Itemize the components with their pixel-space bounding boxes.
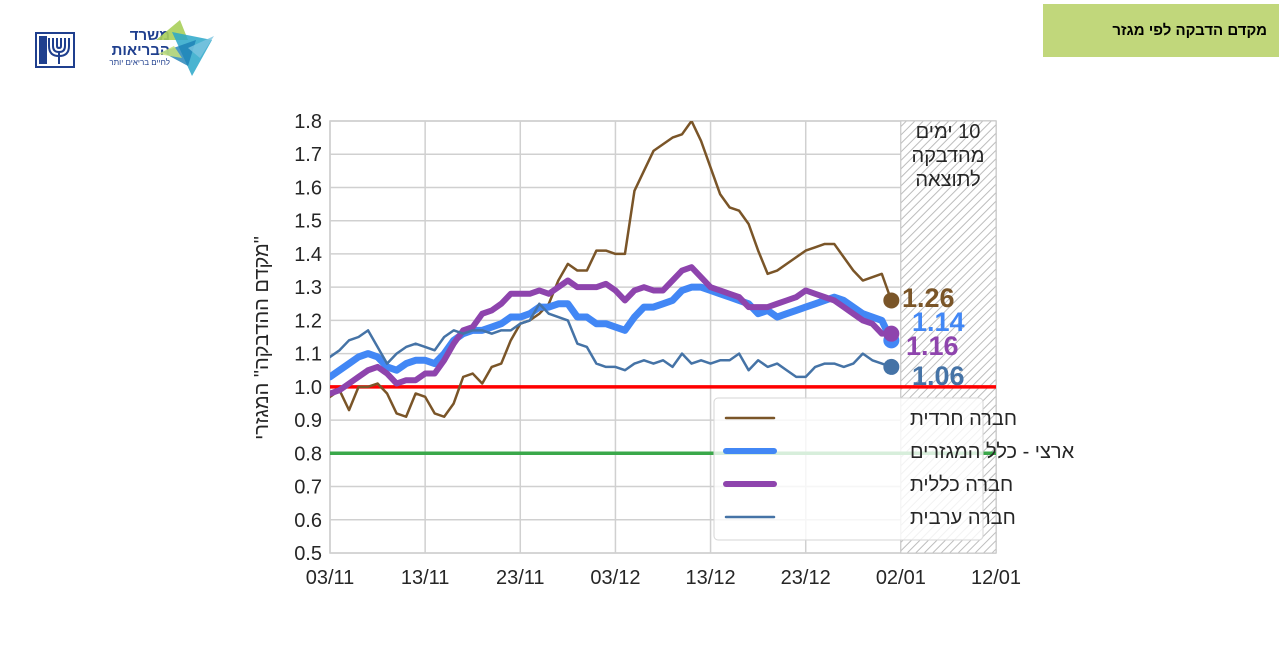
series-line [330,264,895,397]
x-tick-label: 03/12 [590,567,640,589]
chart-legend: חברה חרדית ארצי - כלל המגזרים חברה כללית חב… [713,397,1075,541]
y-tick-label: 0.8 [294,443,322,465]
y-tick-label: 0.6 [294,510,322,532]
legend-label: חברה ערבית [910,507,1016,529]
end-point-marker [883,292,900,309]
series-line [330,302,893,379]
series-line [330,283,895,381]
y-tick-label: 1.4 [294,244,322,266]
y-tick-label: 1.0 [294,377,322,399]
slide-title: מקדם הדבקה לפי מגזר [1112,22,1267,39]
y-tick-label: 1.8 [294,111,322,133]
y-axis-ticks: 1.8 1.7 1.6 1.5 1.4 1.3 1.2 1.1 1.0 0.9 0.8 0.7 0.6 0… [294,111,322,565]
end-point-marker [883,325,900,342]
annotation-line2: מהדבקה [912,145,985,167]
menorah-emblem-icon [35,32,75,68]
end-points [883,292,900,375]
annotation-line3: לתוצאה [915,169,980,191]
y-tick-label: 0.9 [294,410,322,432]
x-tick-label: 23/11 [496,567,545,589]
x-tick-label: 02/01 [876,567,926,589]
series-lines [330,121,895,419]
y-tick-label: 0.7 [294,477,322,499]
end-label-national: 1.14 [912,307,965,337]
x-tick-label: 12/01 [971,567,1021,589]
annotation-line1: 10 ימים [916,121,981,143]
end-point-marker [883,358,900,375]
y-tick-label: 1.3 [294,277,322,299]
ministry-star-icon [156,20,214,76]
y-tick-label: 0.5 [294,543,322,565]
slide-title-box: מקדם הדבקה לפי מגזר [1043,4,1279,57]
ministry-name: משרד הבריאות לחיים בריאים יותר [90,28,170,68]
legend-label: חברה חרדית [910,408,1017,430]
x-tick-label: 13/12 [686,567,736,589]
x-tick-label: 23/12 [781,567,831,589]
y-tick-label: 1.5 [294,211,322,233]
y-axis-label: "מקדם ההדבקה" המגזרי [251,236,273,440]
series-line [330,121,893,419]
legend-label: חברה כללית [910,474,1013,496]
end-label-general: 1.16 [906,331,959,361]
end-label-haredi: 1.26 [902,283,955,313]
y-tick-label: 1.2 [294,310,322,332]
end-value-labels: 1.26 1.14 1.16 1.06 [902,283,965,391]
ministry-name-line2: הבריאות [111,42,170,59]
legend-label: ארצי - כלל המגזרים [910,441,1075,463]
x-axis-ticks: 03/11 13/11 23/11 03/12 13/12 23/12 02/01 12/01 [306,567,1021,589]
ministry-logo: משרד הבריאות לחיים בריאים יותר [30,18,220,80]
ministry-slogan: לחיים בריאים יותר [109,58,170,67]
y-tick-label: 1.1 [294,344,322,366]
end-label-arab: 1.06 [912,361,965,391]
y-tick-label: 1.6 [294,177,322,199]
y-tick-label: 1.7 [294,144,322,166]
x-tick-label: 03/11 [306,567,355,589]
shade-annotation: 10 ימים מהדבקה לתוצאה [912,121,985,191]
x-tick-label: 13/11 [401,567,450,589]
